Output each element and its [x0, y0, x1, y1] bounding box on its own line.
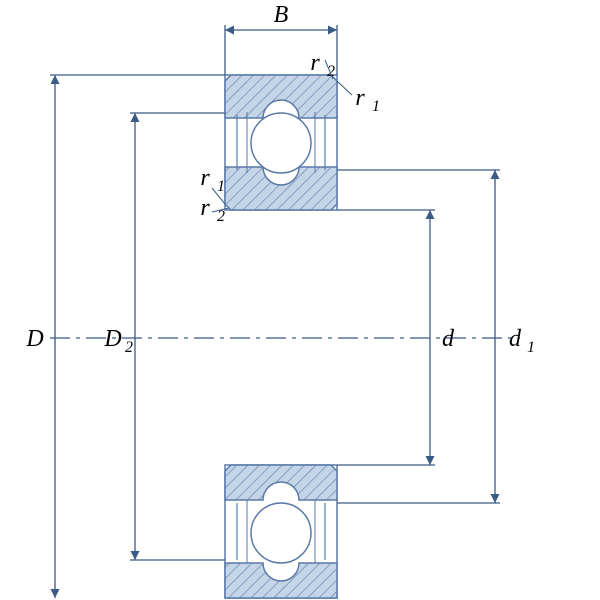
- svg-text:1: 1: [217, 178, 225, 195]
- svg-text:D: D: [103, 326, 121, 352]
- svg-text:r: r: [200, 195, 210, 221]
- svg-text:1: 1: [527, 339, 535, 356]
- bearing-diagram: BDD2dd1r2r1r1r2: [0, 0, 600, 600]
- svg-text:B: B: [274, 2, 289, 28]
- svg-text:r: r: [310, 50, 320, 76]
- svg-text:2: 2: [327, 63, 335, 80]
- svg-text:d: d: [442, 326, 455, 352]
- svg-text:D: D: [25, 326, 43, 352]
- svg-text:1: 1: [372, 98, 380, 115]
- svg-text:r: r: [200, 165, 210, 191]
- svg-text:2: 2: [125, 339, 133, 356]
- svg-text:r: r: [355, 85, 365, 111]
- svg-text:d: d: [509, 326, 522, 352]
